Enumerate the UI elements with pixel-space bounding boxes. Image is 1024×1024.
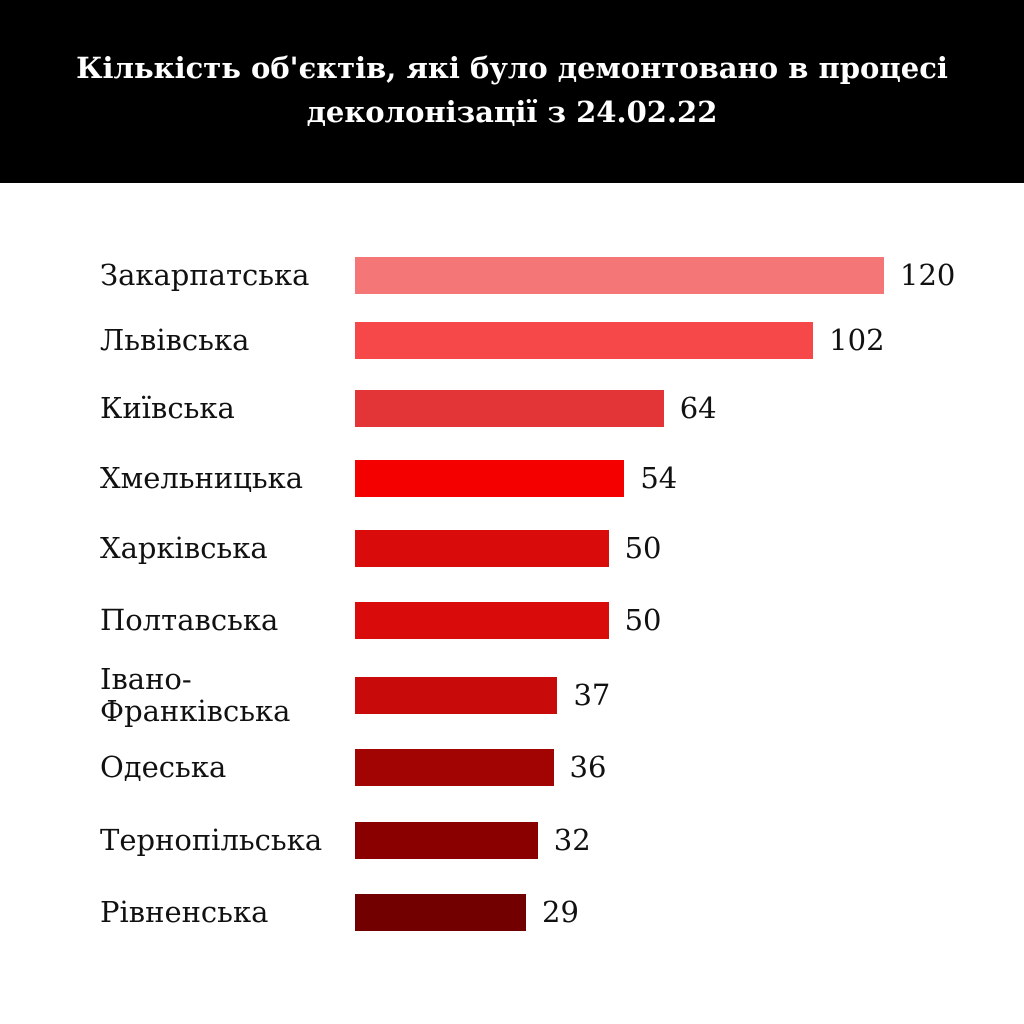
chart-title: Кількість об'єктів, які було демонтовано… [76,50,948,129]
bar [355,530,609,567]
value-label: 120 [900,258,956,292]
value-label: 50 [624,531,662,565]
value-label: 32 [553,823,591,857]
bar [355,677,558,714]
category-label: Івано-Франківська [100,662,291,728]
bar [355,390,664,427]
category-label: Рівненська [100,895,269,929]
value-label: 102 [829,323,885,357]
category-label: Тернопільська [100,823,323,857]
category-label: Хмельницька [100,461,304,495]
value-label: 37 [573,678,611,712]
value-label: 54 [640,461,678,495]
value-label: 64 [679,391,717,425]
bar [355,822,538,859]
bar [355,460,625,497]
bar [355,749,554,786]
bar [355,257,884,294]
category-label: Одеська [100,750,227,784]
category-label: Полтавська [100,603,279,637]
bar [355,322,814,359]
category-label: Київська [100,391,235,425]
category-label: Харківська [100,531,268,565]
bar [355,894,526,931]
category-label: Закарпатська [100,258,310,292]
category-label: Львівська [100,323,250,357]
title-banner: Кількість об'єктів, які було демонтовано… [0,0,1024,183]
value-label: 29 [542,895,579,929]
value-label: 50 [624,603,662,637]
value-label: 36 [569,750,607,784]
bar [355,602,609,639]
